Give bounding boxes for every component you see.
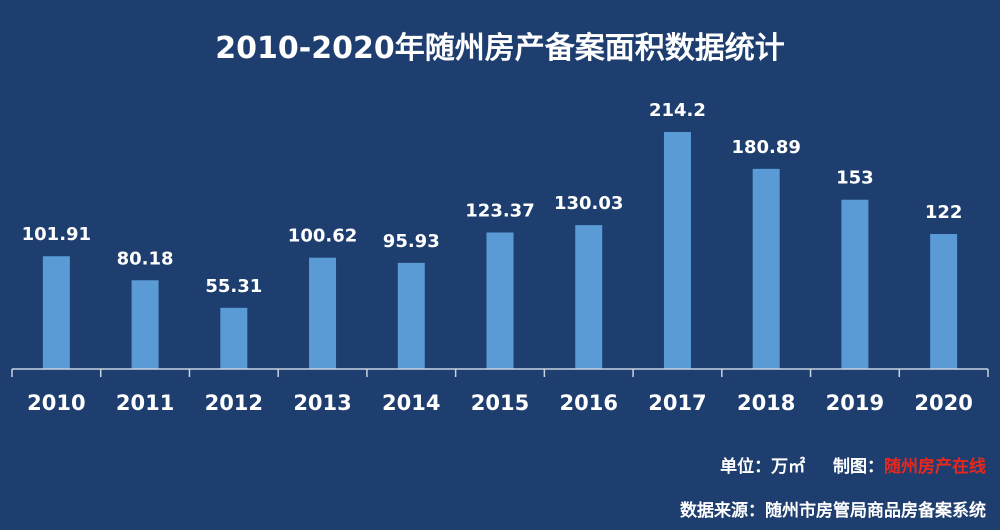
- value-label-2013: 100.62: [288, 226, 357, 247]
- bars-group: [42, 132, 958, 369]
- category-label-2011: 2011: [116, 391, 174, 415]
- chart-title: 2010-2020年随州房产备案面积数据统计: [215, 31, 784, 66]
- bar-2018: [752, 168, 780, 369]
- value-label-2010: 101.91: [22, 224, 91, 245]
- category-label-2016: 2016: [560, 391, 618, 415]
- category-label-2019: 2019: [826, 391, 884, 415]
- value-label-2014: 95.93: [383, 231, 440, 252]
- value-label-2012: 55.31: [205, 276, 262, 297]
- credit-label: 制图：: [833, 457, 884, 477]
- unit-label: 单位：万㎡: [720, 457, 806, 477]
- bar-2019: [841, 199, 869, 369]
- bar-2015: [486, 232, 514, 369]
- bar-2013: [309, 257, 337, 369]
- x-axis-ticks: [11, 369, 989, 377]
- bar-2012: [220, 307, 248, 369]
- value-label-2019: 153: [836, 168, 874, 189]
- value-labels-group: 101.91 80.18 55.31 100.62 95.93 123.37 130.03 2…: [22, 100, 963, 297]
- value-label-2017: 214.2: [649, 100, 706, 121]
- bar-2017: [663, 132, 691, 369]
- category-label-2015: 2015: [471, 391, 529, 415]
- value-label-2015: 123.37: [465, 200, 534, 221]
- bar-2011: [131, 280, 159, 369]
- bar-2010: [42, 256, 70, 369]
- data-source-line: 数据来源：随州市房管局商品房备案系统: [680, 501, 986, 521]
- category-label-2010: 2010: [27, 391, 85, 415]
- category-label-2012: 2012: [205, 391, 263, 415]
- unit-credit-line: 单位：万㎡ 制图：随州房产在线: [720, 452, 986, 477]
- value-label-2020: 122: [925, 202, 963, 223]
- category-labels-group: 2010 2011 2012 2013 2014 2015 2016 2017 2018 2019…: [27, 391, 973, 415]
- credit-source: 随州房产在线: [884, 457, 986, 477]
- bar-2016: [575, 225, 603, 369]
- value-label-2011: 80.18: [117, 248, 174, 269]
- category-label-2014: 2014: [382, 391, 440, 415]
- category-label-2020: 2020: [914, 391, 972, 415]
- bar-2014: [397, 262, 425, 369]
- category-label-2017: 2017: [648, 391, 706, 415]
- bar-2020: [930, 234, 958, 369]
- value-label-2018: 180.89: [731, 137, 800, 158]
- category-label-2018: 2018: [737, 391, 795, 415]
- value-label-2016: 130.03: [554, 193, 623, 214]
- category-label-2013: 2013: [293, 391, 351, 415]
